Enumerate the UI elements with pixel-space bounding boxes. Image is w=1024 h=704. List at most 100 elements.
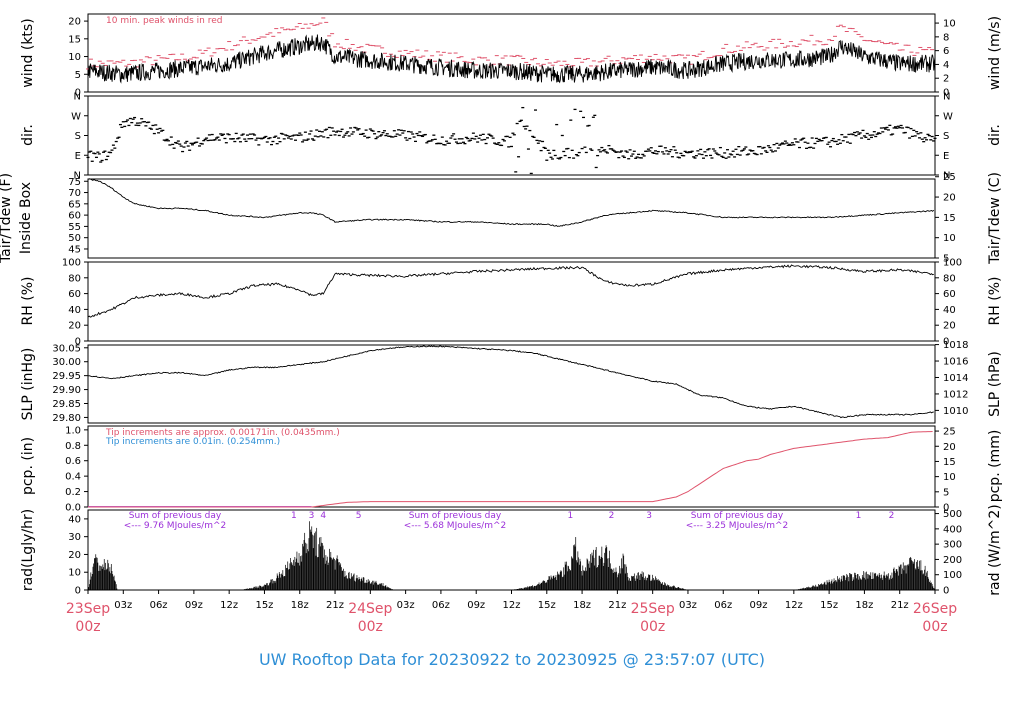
wind-series-line: [87, 34, 936, 84]
time-tick-label: 21z: [608, 600, 626, 611]
rad-ylabel-right: rad (W/m^2): [987, 504, 1003, 595]
pcp-right-tick-label: 15: [943, 457, 956, 468]
slp-series-line: [87, 345, 934, 419]
time-tick-label: 09z: [185, 600, 203, 611]
rh-left-tick-label: 60: [68, 289, 81, 300]
time-tick-label: 06z: [714, 600, 732, 611]
rh-left-tick-label: 40: [68, 305, 81, 316]
dir-left-tick-label: E: [75, 151, 81, 162]
wind-note: 10 min. peak winds in red: [106, 16, 223, 26]
day-hour-label: 00z: [922, 619, 947, 635]
slp-left-tick-label: 29.85: [52, 399, 81, 410]
slp-left-tick-label: 29.90: [52, 385, 81, 396]
rh-right-tick-label: 100: [943, 258, 962, 269]
time-tick-label: 03z: [114, 600, 132, 611]
slp-ylabel-right: SLP (hPa): [987, 351, 1003, 417]
slp-left-tick-label: 30.05: [52, 343, 81, 354]
rh-right-tick-label: 20: [943, 321, 956, 332]
rad-marker-label: 1: [567, 511, 573, 521]
slp-right-tick-label: 1016: [943, 357, 968, 368]
rad-right-tick-label: 100: [943, 570, 962, 581]
rad-marker-label: 3: [309, 511, 315, 521]
pcp-note-red: Tip increments are approx. 0.00171in. (0…: [105, 428, 340, 438]
rh-series-line: [87, 264, 934, 318]
slp-right-tick-label: 1012: [943, 389, 968, 400]
pcp-left-tick-label: 0.0: [65, 503, 81, 514]
day-label: 23Sep: [66, 601, 110, 617]
time-axis: 03z 06z 09z 12z 15z 18z 21z 03z 06z 09z 12z 15z 18z 2…: [66, 590, 957, 635]
temp-left-tick-label: 45: [68, 244, 81, 255]
rh-left-tick-label: 20: [68, 321, 81, 332]
wind-right-tick-label: 8: [943, 32, 949, 43]
pcp-left-tick-label: 0.8: [65, 441, 81, 452]
temp-series-line: [87, 178, 935, 227]
rad-sum-value: <--- 5.68 MJoules/m^2: [404, 521, 506, 531]
time-tick-label: 03z: [679, 600, 697, 611]
wind-left-tick-label: 20: [68, 17, 81, 28]
temp-left-tick-label: 50: [68, 233, 81, 244]
rad-sum-title: Sum of previous day: [409, 511, 502, 521]
dir-right-tick-label: S: [943, 131, 949, 142]
time-tick-label: 18z: [855, 600, 873, 611]
temp-ylabel-right: Tair/Tdew (C): [987, 172, 1003, 265]
time-tick-label: 06z: [432, 600, 450, 611]
rad-sum-value: <--- 9.76 MJoules/m^2: [124, 521, 226, 531]
temp-right-tick-label: 5: [943, 254, 949, 265]
pcp-right-tick-label: 5: [943, 487, 949, 498]
pcp-frame: [87, 425, 936, 508]
rad-marker-label: 2: [889, 511, 895, 521]
wind-left-tick-label: 5: [75, 70, 81, 81]
wind-frame: [87, 13, 936, 93]
wind-left-tick-label: 10: [68, 52, 81, 63]
temp-right-tick-label: 25: [943, 172, 956, 183]
rad-ylabel-left: rad(Lgly/hr): [20, 509, 36, 591]
wind-right-tick-label: 2: [943, 74, 949, 85]
rh-right-tick-label: 0: [943, 337, 949, 348]
temp-ylabel-left: Tair/Tdew (F): [0, 173, 14, 264]
dir-ylabel-left: dir.: [20, 124, 36, 146]
time-tick-label: 18z: [573, 600, 591, 611]
day-label: 24Sep: [348, 601, 392, 617]
rh-right-tick-label: 40: [943, 305, 956, 316]
slp-frame: [87, 344, 936, 424]
time-tick-label: 06z: [150, 600, 168, 611]
temp-right-tick-label: 10: [943, 233, 956, 244]
rad-sum-value: <--- 3.25 MJoules/m^2: [686, 521, 788, 531]
pcp-right-tick-label: 25: [943, 427, 956, 438]
time-tick-label: 03z: [397, 600, 415, 611]
rad-sum-title: Sum of previous day: [129, 511, 222, 521]
slp-right-tick-label: 1010: [943, 406, 968, 417]
temp-right-tick-label: 15: [943, 213, 956, 224]
slp-right-tick-label: 1018: [943, 340, 968, 351]
day-label: 25Sep: [631, 601, 675, 617]
dir-ylabel-right: dir.: [987, 124, 1003, 146]
time-tick-label: 21z: [891, 600, 909, 611]
pcp-series-line: [88, 431, 933, 508]
day-hour-label: 00z: [358, 619, 383, 635]
slp-left-tick-label: 29.80: [52, 413, 81, 424]
dir-right-tick-label: W: [943, 111, 953, 122]
rad-left-tick-label: 20: [68, 550, 81, 561]
rh-frame: [87, 261, 936, 342]
dir-frame: [87, 95, 936, 176]
pcp-right-tick-label: 10: [943, 472, 956, 483]
wind-right-tick-label: 10: [943, 19, 956, 30]
rad-marker-label: 3: [646, 511, 652, 521]
temp-frame: [87, 178, 936, 259]
rh-right-tick-label: 80: [943, 273, 956, 284]
time-tick-label: 12z: [220, 600, 238, 611]
temp-left-tick-label: 55: [68, 222, 81, 233]
temp-left-tick-label: 75: [68, 177, 81, 188]
rad-right-tick-label: 500: [943, 509, 962, 520]
temp-right-tick-label: 20: [943, 193, 956, 204]
rad-marker-label: 5: [356, 511, 362, 521]
chart-title: UW Rooftop Data for 20230922 to 20230925…: [259, 650, 765, 669]
rad-right-tick-label: 400: [943, 524, 962, 535]
rad-right-tick-label: 0: [943, 586, 949, 597]
time-tick-label: 15z: [538, 600, 556, 611]
rad-marker-label: 4: [320, 511, 326, 521]
rad-left-tick-label: 10: [68, 568, 81, 579]
rh-ylabel-right: RH (%): [987, 277, 1003, 326]
